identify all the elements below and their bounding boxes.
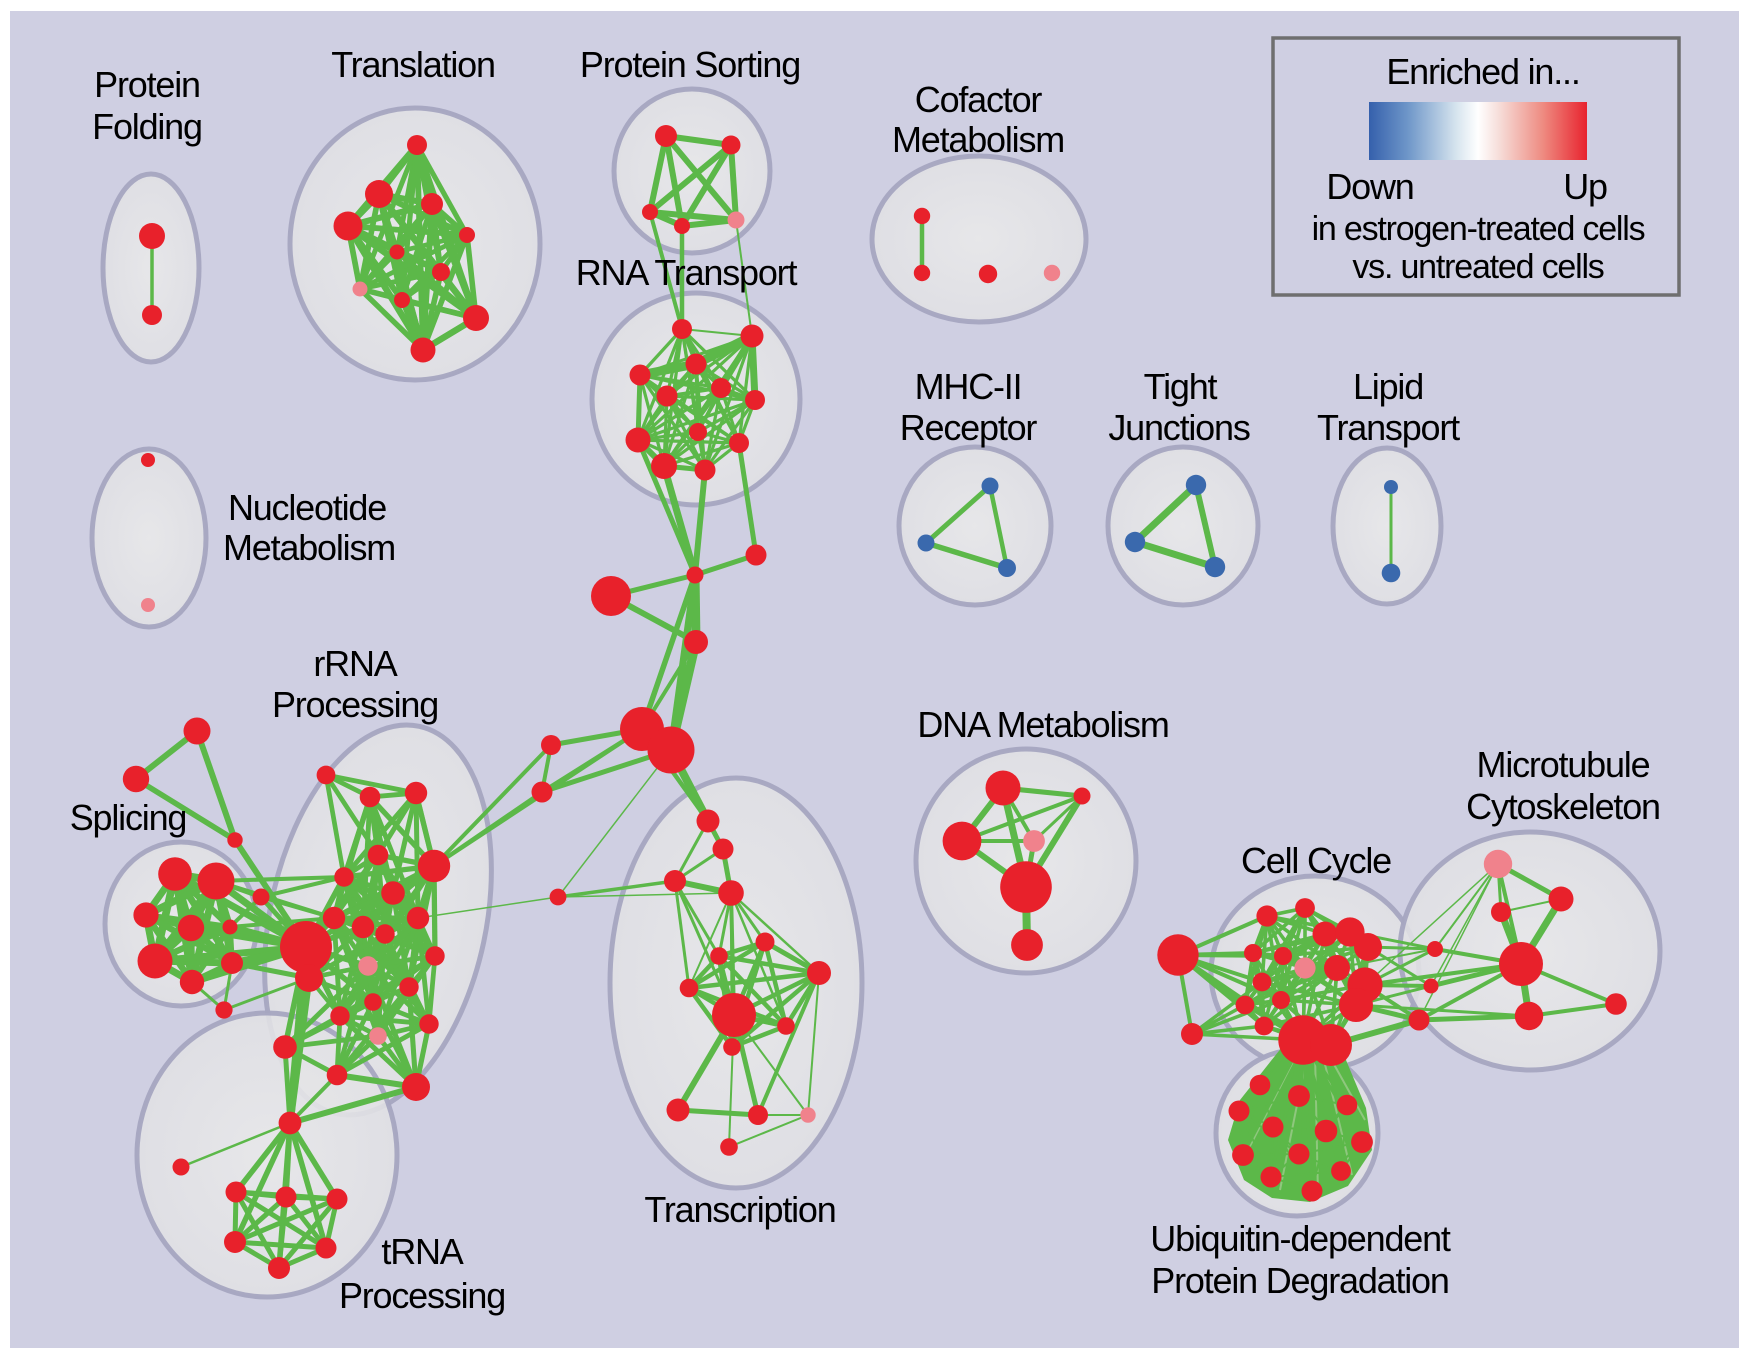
svg-text:Splicing: Splicing	[70, 797, 186, 838]
svg-text:vs. untreated cells: vs. untreated cells	[1352, 248, 1603, 286]
svg-text:Receptor: Receptor	[900, 407, 1038, 448]
svg-text:MHC-II: MHC-II	[915, 366, 1022, 407]
svg-text:Cofactor: Cofactor	[915, 79, 1043, 120]
svg-text:Protein Sorting: Protein Sorting	[580, 44, 800, 85]
svg-text:Transport: Transport	[1317, 407, 1460, 448]
svg-text:Lipid: Lipid	[1353, 366, 1423, 407]
svg-text:Metabolism: Metabolism	[223, 527, 395, 568]
svg-text:DNA Metabolism: DNA Metabolism	[917, 704, 1168, 745]
svg-text:tRNA: tRNA	[381, 1231, 463, 1272]
svg-text:Nucleotide: Nucleotide	[228, 487, 386, 528]
svg-text:Protein Degradation: Protein Degradation	[1151, 1260, 1448, 1301]
svg-text:Metabolism: Metabolism	[892, 119, 1064, 160]
svg-text:RNA Transport: RNA Transport	[576, 252, 798, 293]
svg-text:Down: Down	[1326, 166, 1413, 207]
svg-text:rRNA: rRNA	[313, 643, 397, 684]
svg-text:Processing: Processing	[339, 1275, 505, 1316]
svg-text:Cell Cycle: Cell Cycle	[1241, 840, 1391, 881]
svg-text:Enriched in...: Enriched in...	[1386, 51, 1579, 92]
svg-text:Transcription: Transcription	[644, 1189, 835, 1230]
svg-text:Microtubule: Microtubule	[1477, 744, 1650, 785]
svg-text:Folding: Folding	[92, 106, 202, 147]
svg-text:Translation: Translation	[331, 44, 495, 85]
svg-text:Tight: Tight	[1144, 366, 1218, 407]
svg-text:Cytoskeleton: Cytoskeleton	[1466, 786, 1660, 827]
svg-text:in estrogen-treated cells: in estrogen-treated cells	[1312, 210, 1645, 248]
svg-text:Junctions: Junctions	[1108, 407, 1249, 448]
svg-text:Protein: Protein	[94, 64, 200, 105]
svg-text:Up: Up	[1563, 166, 1607, 207]
svg-text:Processing: Processing	[272, 684, 438, 725]
svg-text:Ubiquitin-dependent: Ubiquitin-dependent	[1150, 1218, 1451, 1259]
